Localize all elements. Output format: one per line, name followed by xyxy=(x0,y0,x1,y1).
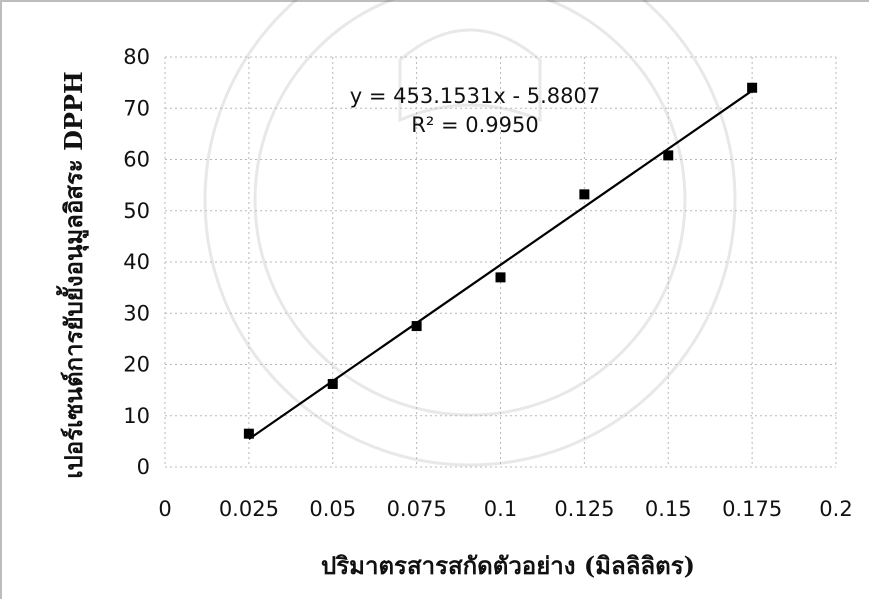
x-axis-title: ปริมาตรสารสกัดตัวอย่าง (มิลลิลิตร) xyxy=(321,551,695,580)
data-point xyxy=(579,189,590,200)
watermark-seal xyxy=(203,0,737,467)
y-tick-label: 30 xyxy=(123,301,150,325)
trendline-r-squared: R² = 0.9950 xyxy=(411,113,538,137)
grid xyxy=(164,56,837,468)
data-point xyxy=(495,272,506,283)
x-tick-label: 0.1 xyxy=(484,497,517,521)
x-tick-label: 0.075 xyxy=(387,497,447,521)
y-axis-ticks: 0 10 20 30 40 50 60 70 80 xyxy=(123,45,150,479)
x-tick-label: 0.125 xyxy=(554,497,614,521)
data-point xyxy=(243,428,254,439)
y-tick-label: 60 xyxy=(123,148,150,172)
x-tick-label: 0 xyxy=(158,497,171,521)
y-tick-label: 40 xyxy=(123,250,150,274)
data-point xyxy=(327,378,338,389)
data-point xyxy=(411,321,422,332)
y-tick-label: 80 xyxy=(123,45,150,69)
x-tick-label: 0.025 xyxy=(219,497,279,521)
x-tick-label: 0.2 xyxy=(819,497,852,521)
data-points xyxy=(243,82,758,439)
y-tick-label: 50 xyxy=(123,199,150,223)
y-tick-label: 10 xyxy=(123,404,150,428)
y-tick-label: 0 xyxy=(137,455,150,479)
x-tick-label: 0.175 xyxy=(722,497,782,521)
x-tick-label: 0.15 xyxy=(645,497,692,521)
y-tick-label: 70 xyxy=(123,96,150,120)
y-tick-label: 20 xyxy=(123,353,150,377)
x-tick-label: 0.05 xyxy=(309,497,356,521)
trendline-equation: y = 453.1531x - 5.8807 xyxy=(350,84,600,108)
data-point xyxy=(747,82,758,93)
x-axis-ticks: 0 0.025 0.05 0.075 0.1 0.125 0.15 0.175 0.2 xyxy=(158,497,852,521)
y-axis-title: เปอร์เซนต์การยับยั้งอนุมูลอิสระ DPPH xyxy=(55,71,90,478)
data-point xyxy=(663,150,674,161)
